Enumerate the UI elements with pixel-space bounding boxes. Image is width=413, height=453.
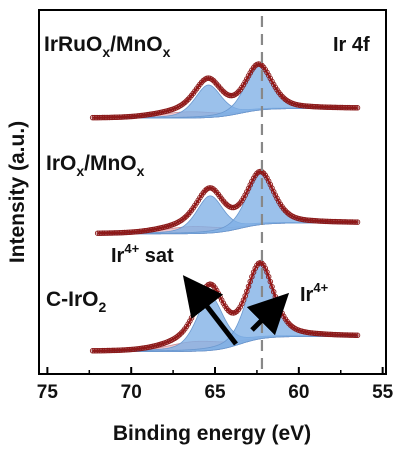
data-point — [269, 283, 275, 290]
data-point — [351, 332, 357, 338]
data-point — [244, 76, 250, 82]
y-axis-label: Intensity (a.u.) — [6, 121, 29, 263]
data-point — [227, 92, 233, 99]
data-point — [175, 333, 181, 339]
x-tick-label-70: 70 — [121, 382, 142, 403]
data-point — [265, 273, 272, 280]
x-axis-label: Binding energy (eV) — [113, 422, 311, 445]
annotation-ir4plus: Ir4+ — [300, 280, 329, 306]
data-point — [222, 200, 228, 206]
data-point — [264, 269, 270, 275]
series-label-irox-mnox: IrOx/MnOx — [46, 152, 145, 179]
series-label-irruox-mnox: IrRuOx/MnOx — [44, 33, 171, 60]
data-point — [269, 78, 275, 85]
data-point — [234, 90, 240, 97]
data-point — [240, 195, 247, 201]
data-point — [279, 93, 285, 100]
data-point — [123, 347, 129, 353]
arrow-ir4plus — [246, 292, 290, 336]
data-point — [126, 113, 133, 120]
data-point — [237, 304, 243, 310]
arrow-sat — [182, 275, 238, 346]
data-point — [180, 216, 186, 222]
data-point — [229, 204, 235, 211]
data-point — [354, 105, 361, 111]
data-point — [267, 278, 274, 285]
x-tick-label-65: 65 — [204, 382, 226, 403]
data-point — [275, 198, 282, 205]
data-point — [265, 72, 272, 79]
data-point — [284, 209, 290, 216]
data-point — [270, 81, 277, 88]
data-point — [353, 332, 359, 339]
data-point — [202, 188, 208, 194]
x-axis-ticks: 75 70 65 60 55 — [37, 367, 394, 403]
data-point — [264, 175, 270, 181]
data-point — [220, 88, 227, 95]
data-point — [247, 70, 253, 76]
data-point — [267, 75, 274, 82]
corner-label-ir-4f: Ir 4f — [333, 34, 370, 56]
x-tick-label-60: 60 — [288, 382, 309, 403]
data-point — [354, 332, 361, 339]
data-point — [252, 265, 258, 272]
data-point — [245, 283, 252, 290]
data-point — [351, 219, 357, 225]
data-point — [282, 208, 289, 214]
data-point — [245, 73, 252, 79]
data-point — [262, 172, 269, 179]
data-point — [249, 178, 255, 185]
data-point — [242, 192, 248, 198]
data-point — [210, 77, 217, 84]
data-point — [354, 219, 361, 225]
annotation-ir4plus-sat: Ir4+ sat — [111, 241, 174, 267]
data-point — [250, 175, 257, 182]
data-point — [180, 101, 186, 107]
series-label-c-iro2: C-IrO2 — [46, 288, 107, 315]
data-point — [182, 99, 188, 106]
data-point — [177, 331, 183, 338]
data-point — [353, 219, 359, 225]
data-point — [274, 195, 280, 202]
x-tick-label-75: 75 — [37, 382, 59, 403]
data-point — [240, 82, 247, 88]
data-point — [317, 331, 324, 337]
data-point — [218, 87, 225, 93]
data-point — [353, 105, 359, 111]
data-point — [198, 79, 205, 86]
data-point — [234, 203, 240, 209]
data-points — [89, 61, 361, 354]
data-point — [185, 321, 191, 327]
data-point — [126, 229, 133, 236]
data-point — [280, 95, 287, 101]
data-point — [351, 104, 357, 111]
data-point — [183, 213, 190, 219]
data-point — [260, 262, 267, 268]
data-point — [182, 214, 188, 221]
data-point — [242, 79, 248, 85]
x-tick-label-55: 55 — [372, 382, 394, 403]
data-point — [210, 186, 217, 192]
data-point — [183, 98, 190, 104]
data-point — [249, 273, 255, 280]
plot-frame — [38, 9, 387, 375]
data-point — [262, 66, 269, 73]
data-point — [247, 278, 253, 285]
data-point — [264, 69, 270, 76]
